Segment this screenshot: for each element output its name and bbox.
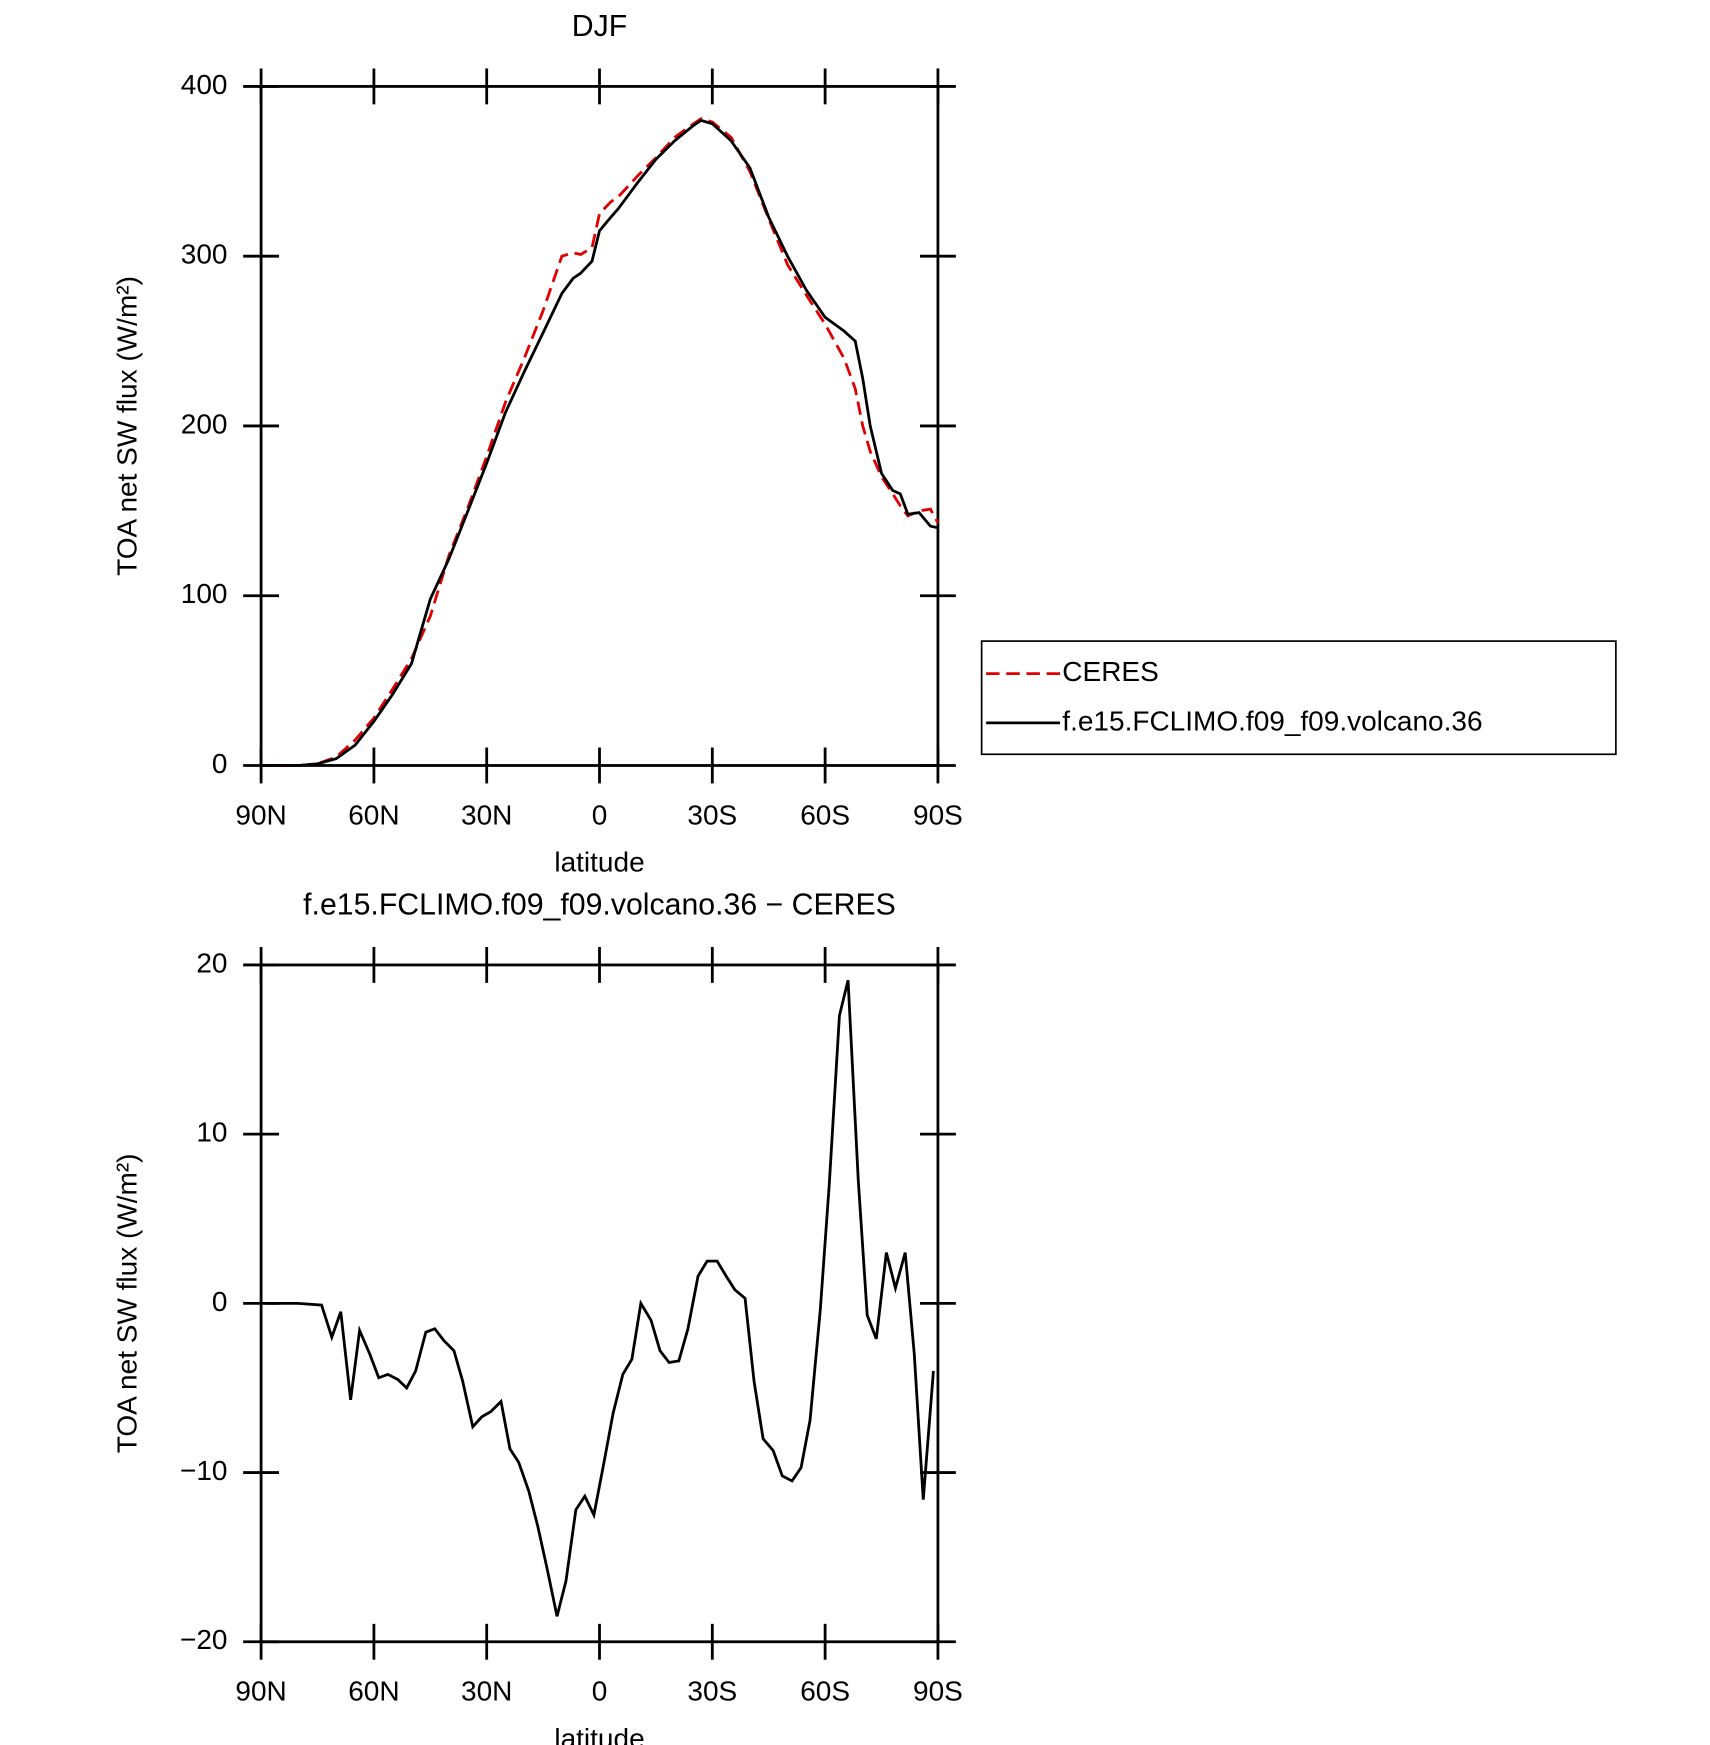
x-tick-label: 90N bbox=[235, 1676, 286, 1707]
x-tick-label: 60N bbox=[348, 1676, 399, 1707]
data-line bbox=[265, 979, 935, 1617]
x-tick-label: 90N bbox=[235, 799, 286, 830]
x-tick-label: 0 bbox=[592, 1676, 608, 1707]
x-tick-label: 60S bbox=[800, 799, 850, 830]
y-tick-label: 300 bbox=[181, 239, 228, 270]
x-tick-label: 90S bbox=[913, 1676, 963, 1707]
y-tick-label: 0 bbox=[212, 748, 228, 779]
data-line bbox=[279, 117, 940, 767]
y-tick-label: 200 bbox=[181, 408, 228, 439]
legend-label: CERES bbox=[1062, 656, 1158, 687]
y-tick-label: 400 bbox=[181, 69, 228, 100]
chart-title: f.e15.FCLIMO.f09_f09.volcano.36 − CERES bbox=[303, 889, 896, 922]
x-axis-label: latitude bbox=[554, 847, 644, 878]
x-tick-label: 90S bbox=[913, 799, 963, 830]
y-axis-label: TOA net SW flux (W/m²) bbox=[111, 276, 142, 576]
y-axis-label: TOA net SW flux (W/m²) bbox=[111, 1153, 142, 1453]
y-tick-label: 10 bbox=[196, 1117, 227, 1148]
x-tick-label: 0 bbox=[592, 799, 608, 830]
legend-box bbox=[980, 640, 1617, 756]
x-axis-label: latitude bbox=[554, 1723, 644, 1745]
data-line bbox=[279, 118, 939, 767]
y-tick-label: 20 bbox=[196, 947, 227, 978]
x-tick-label: 30S bbox=[687, 799, 737, 830]
chart-title: DJF bbox=[572, 10, 627, 43]
legend-label: f.e15.FCLIMO.f09_f09.volcano.36 bbox=[1062, 705, 1482, 736]
x-tick-label: 30S bbox=[687, 1676, 737, 1707]
x-tick-label: 30N bbox=[461, 1676, 512, 1707]
y-tick-label: −20 bbox=[180, 1624, 228, 1655]
x-tick-label: 30N bbox=[461, 799, 512, 830]
x-tick-label: 60S bbox=[800, 1676, 850, 1707]
plot-frame bbox=[259, 85, 940, 767]
y-tick-label: 100 bbox=[181, 578, 228, 609]
x-tick-label: 60N bbox=[348, 799, 399, 830]
y-tick-label: −10 bbox=[180, 1455, 228, 1486]
y-tick-label: 0 bbox=[212, 1286, 228, 1317]
